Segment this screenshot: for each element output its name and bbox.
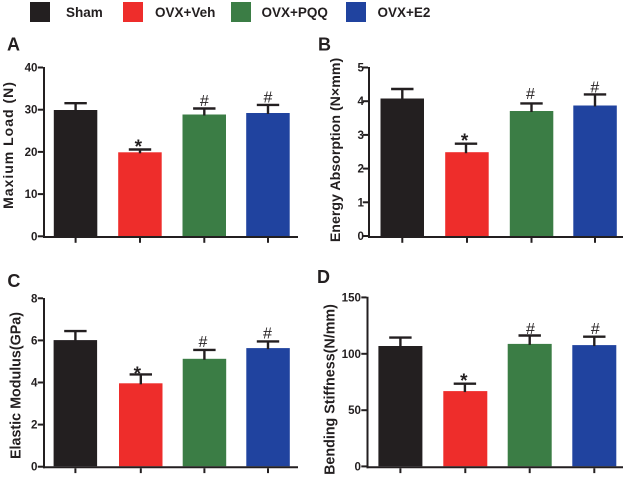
- svg-text:OVX+E2: OVX+E2: [378, 5, 431, 20]
- svg-text:5: 5: [358, 62, 365, 75]
- svg-text:50: 50: [348, 404, 361, 417]
- svg-text:40: 40: [25, 62, 38, 75]
- svg-text:Sham: Sham: [66, 5, 103, 20]
- svg-text:30: 30: [25, 104, 38, 117]
- svg-text:*: *: [134, 364, 142, 385]
- svg-text:150: 150: [342, 291, 361, 304]
- svg-text:4: 4: [358, 95, 365, 108]
- svg-text:1: 1: [358, 196, 365, 209]
- svg-text:#: #: [200, 93, 209, 110]
- svg-text:#: #: [590, 79, 599, 96]
- svg-text:4: 4: [31, 377, 38, 390]
- svg-text:#: #: [264, 90, 273, 107]
- svg-text:*: *: [460, 371, 468, 392]
- svg-text:#: #: [526, 321, 535, 338]
- svg-text:#: #: [263, 326, 272, 343]
- svg-text:0: 0: [355, 460, 361, 473]
- svg-text:20: 20: [25, 146, 38, 159]
- svg-text:0: 0: [31, 230, 37, 243]
- svg-text:OVX+Veh: OVX+Veh: [155, 5, 215, 20]
- svg-text:0: 0: [358, 230, 364, 243]
- svg-text:Energy Absorption (N×mm): Energy Absorption (N×mm): [328, 58, 344, 243]
- svg-text:B: B: [318, 35, 331, 55]
- svg-text:#: #: [591, 321, 600, 338]
- svg-text:8: 8: [31, 292, 38, 305]
- svg-text:D: D: [317, 267, 330, 287]
- svg-text:#: #: [198, 334, 207, 351]
- svg-text:Elastic Modulus(GPa): Elastic Modulus(GPa): [9, 312, 25, 459]
- svg-text:C: C: [7, 271, 20, 291]
- svg-text:2: 2: [31, 419, 37, 432]
- svg-text:A: A: [7, 35, 20, 55]
- svg-text:Bending Stiffness(N/mm): Bending Stiffness(N/mm): [323, 304, 339, 475]
- svg-text:*: *: [135, 137, 143, 158]
- svg-text:3: 3: [358, 129, 365, 142]
- svg-text:OVX+PQQ: OVX+PQQ: [262, 5, 328, 20]
- svg-text:100: 100: [342, 348, 361, 361]
- svg-text:6: 6: [31, 334, 38, 347]
- svg-text:#: #: [526, 86, 535, 103]
- svg-text:*: *: [461, 131, 469, 152]
- svg-text:0: 0: [31, 461, 37, 474]
- svg-text:Maxium Load (N): Maxium Load (N): [0, 81, 16, 209]
- svg-text:10: 10: [25, 188, 38, 201]
- svg-text:2: 2: [358, 163, 364, 176]
